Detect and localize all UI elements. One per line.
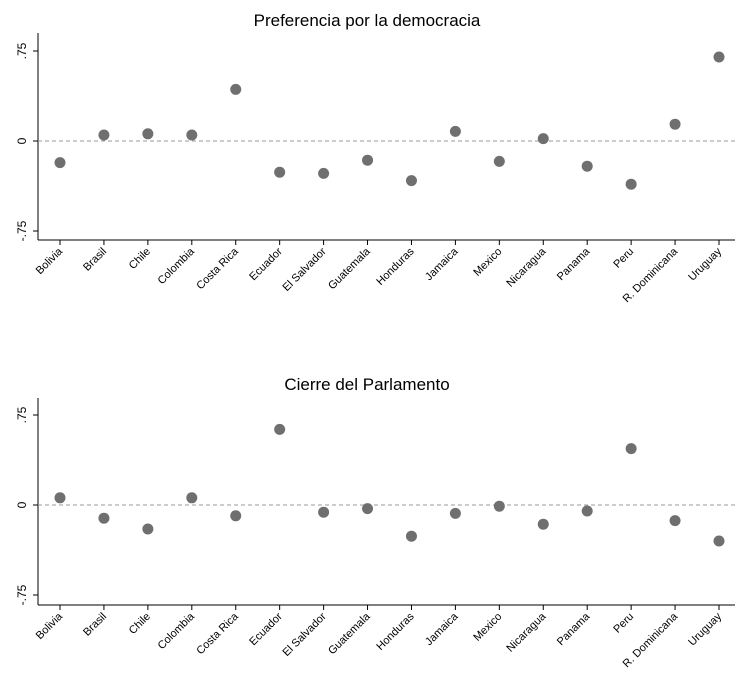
x-tick-label: Mexico — [471, 246, 504, 279]
x-tick-label: El Salvador — [280, 245, 328, 293]
x-tick-label: Brasil — [81, 246, 109, 274]
data-point — [54, 157, 66, 169]
data-point — [713, 535, 725, 547]
data-point — [405, 175, 417, 187]
chart-title: Cierre del Parlamento — [284, 375, 449, 394]
data-point — [625, 443, 637, 455]
x-tick-label: Jamaica — [423, 610, 461, 648]
data-point — [537, 518, 549, 530]
x-tick-label: El Salvador — [280, 610, 328, 658]
y-tick-label: 0 — [15, 137, 29, 144]
x-tick-label: Honduras — [374, 610, 417, 653]
data-point — [230, 510, 242, 522]
x-tick-label: Ecuador — [247, 610, 285, 648]
x-tick-label: Chile — [127, 611, 153, 637]
x-tick-label: Panama — [555, 610, 593, 648]
data-point — [142, 523, 154, 535]
data-point — [537, 133, 549, 145]
x-tick-label: Guatemala — [326, 610, 373, 657]
data-point — [713, 51, 725, 63]
x-tick-label: Chile — [127, 246, 153, 272]
data-point — [581, 160, 593, 172]
x-tick-label: Jamaica — [423, 245, 461, 283]
x-tick-label: Brasil — [81, 611, 109, 639]
data-point — [98, 129, 110, 141]
data-point — [98, 512, 110, 524]
data-point — [362, 154, 374, 166]
x-tick-label: Ecuador — [247, 245, 285, 283]
data-point — [625, 178, 637, 190]
data-point — [405, 530, 417, 542]
data-point — [230, 83, 242, 95]
chart-title: Preferencia por la democracia — [254, 11, 481, 30]
x-tick-label: Panama — [555, 245, 593, 283]
x-tick-label: Mexico — [471, 611, 504, 644]
y-tick-label: 0 — [15, 501, 29, 508]
x-tick-label: Peru — [611, 246, 636, 271]
data-point — [669, 118, 681, 130]
data-point — [142, 128, 154, 140]
data-point — [54, 492, 66, 504]
data-point — [274, 166, 286, 178]
x-tick-label: Bolivia — [34, 610, 66, 642]
data-point — [669, 515, 681, 527]
x-tick-label: Uruguay — [686, 610, 724, 648]
data-point — [318, 506, 330, 518]
x-tick-label: Colombia — [156, 610, 198, 652]
data-point — [493, 155, 505, 167]
x-tick-label: Guatemala — [326, 245, 373, 292]
x-tick-label: Bolivia — [34, 245, 66, 277]
data-point — [493, 500, 505, 512]
x-tick-label: Colombia — [156, 245, 198, 287]
data-point — [186, 129, 198, 141]
data-point — [186, 492, 198, 504]
x-tick-label: Costa Rica — [194, 245, 241, 292]
x-tick-label: Uruguay — [686, 245, 724, 283]
x-tick-label: Costa Rica — [194, 610, 241, 657]
data-point — [274, 423, 286, 435]
data-point — [449, 507, 461, 519]
y-tick-label: .75 — [15, 406, 29, 423]
y-tick-label: -.75 — [15, 220, 29, 241]
x-tick-label: Peru — [611, 611, 636, 636]
data-point — [362, 503, 374, 515]
y-tick-label: -.75 — [15, 584, 29, 605]
x-tick-label: Nicaragua — [504, 245, 549, 290]
x-tick-label: Nicaragua — [504, 610, 549, 655]
x-tick-label: Honduras — [374, 245, 417, 288]
data-point — [449, 125, 461, 137]
data-point — [318, 167, 330, 179]
data-point — [581, 505, 593, 517]
y-tick-label: .75 — [15, 42, 29, 59]
